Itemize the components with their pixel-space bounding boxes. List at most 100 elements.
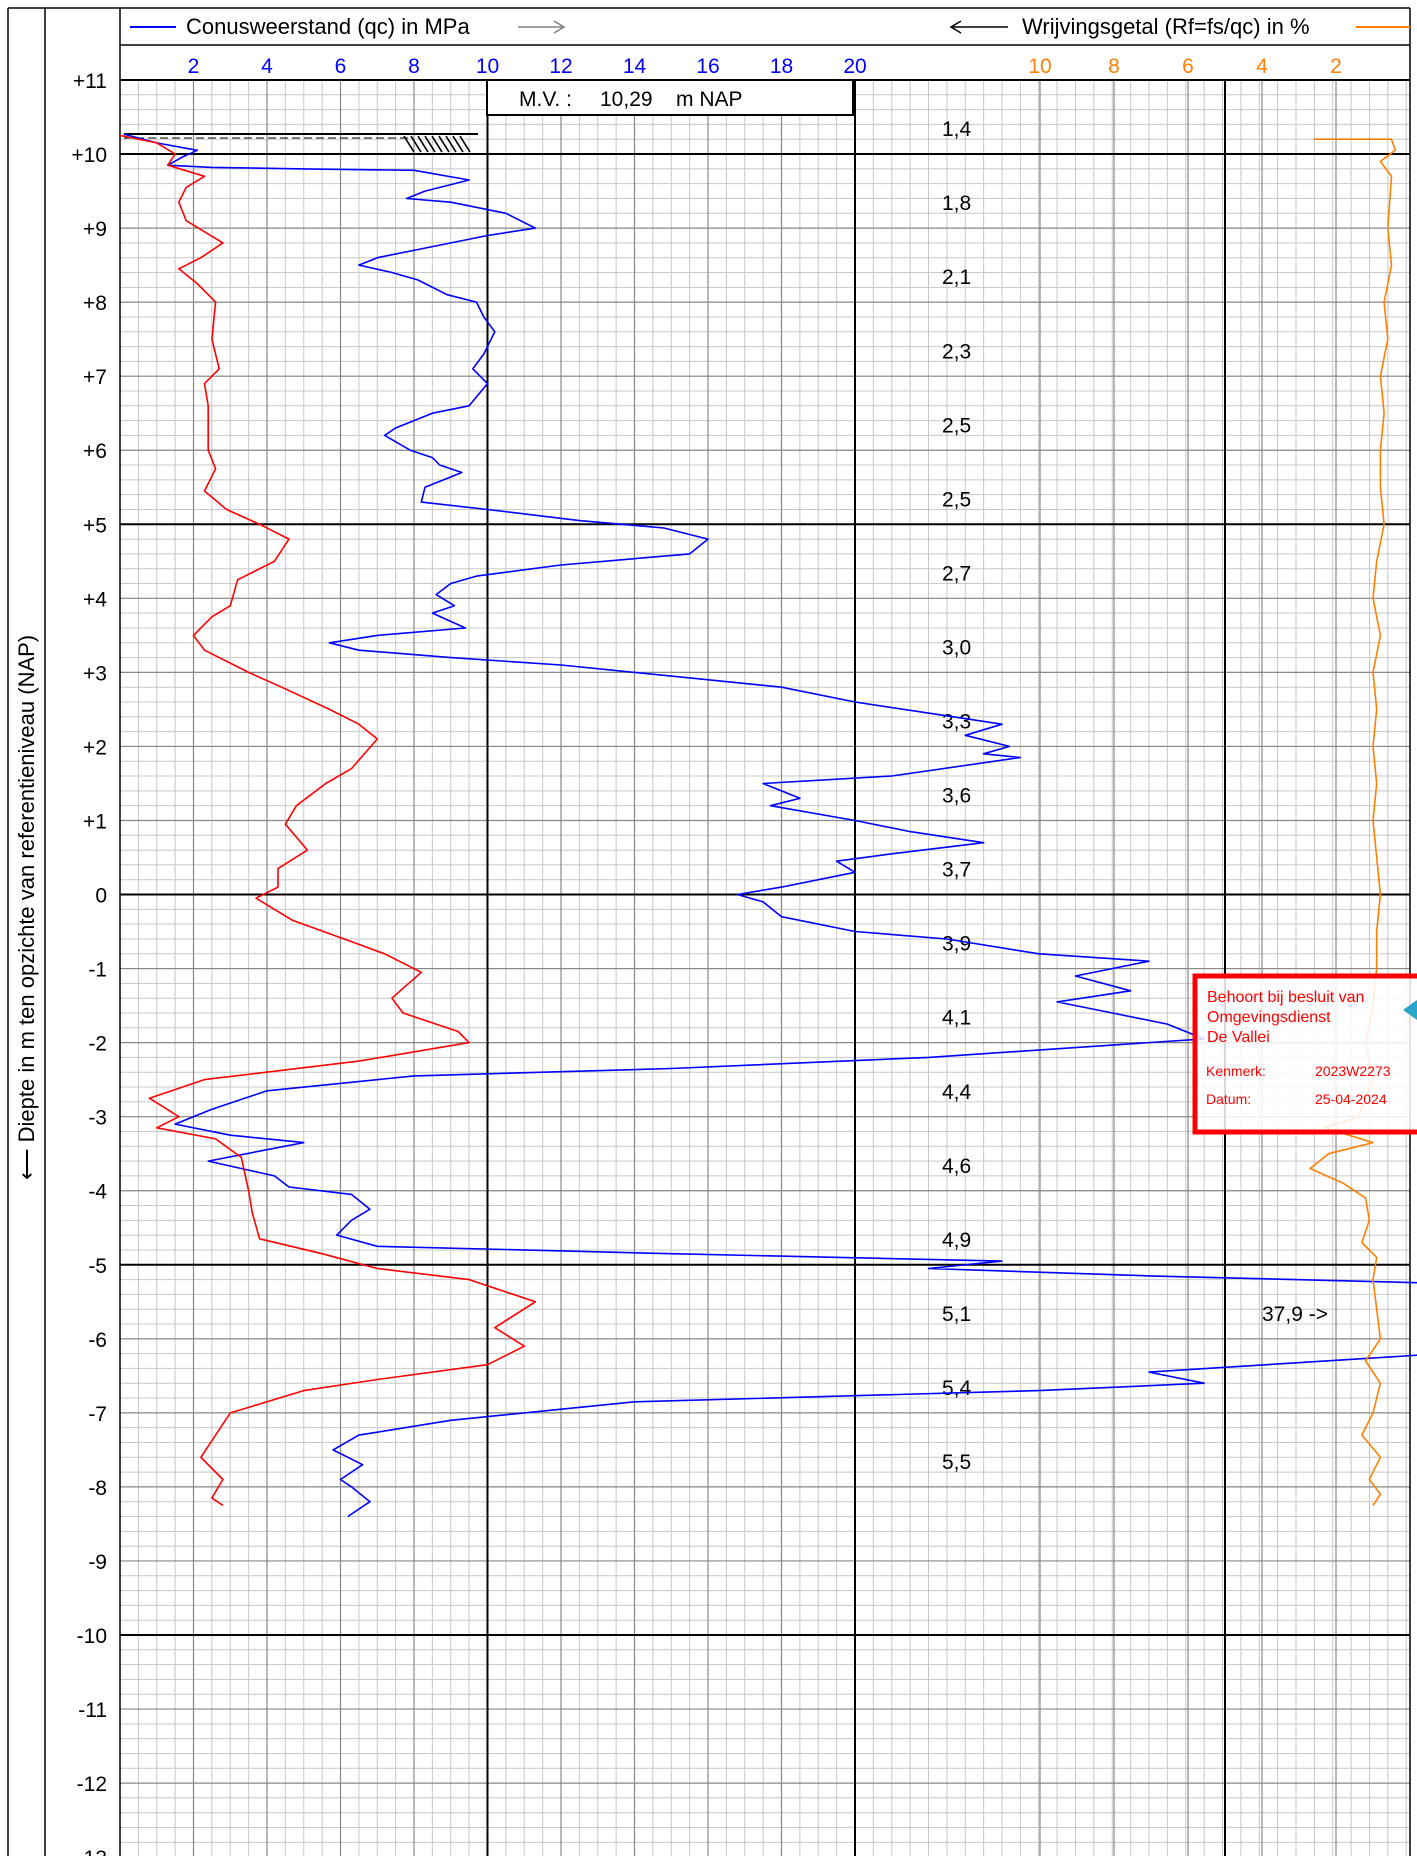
top-header: Conusweerstand (qc) in MPa Wrijvingsgeta… xyxy=(130,14,1410,39)
depth-column-label: 3,0 xyxy=(942,636,971,659)
qc-tick-label: 12 xyxy=(549,55,572,78)
stamp-line3: De Vallei xyxy=(1207,1029,1270,1046)
rf-series-line xyxy=(1309,138,1396,1506)
depth-tick-label: +6 xyxy=(83,440,107,463)
depth-column-label: 1,8 xyxy=(942,192,971,215)
rf-tick-label: 6 xyxy=(1182,55,1194,78)
hatch-mark xyxy=(424,135,436,153)
depth-tick-label: -7 xyxy=(88,1403,107,1426)
hatch-mark xyxy=(438,135,450,153)
series-lines xyxy=(119,133,1417,1518)
stamp-logo-icon xyxy=(1403,1000,1417,1020)
rf-tick-label: 4 xyxy=(1256,55,1268,78)
depth-tick-label: +7 xyxy=(83,366,107,389)
depth-column-label: 4,1 xyxy=(942,1007,971,1030)
rf-left-arrow xyxy=(949,20,1008,34)
mv-box: M.V. : 10,29 m NAP xyxy=(486,79,854,116)
mv-unit: m NAP xyxy=(676,88,743,111)
qc-tick-label: 20 xyxy=(843,55,866,78)
depth-tick-label: -4 xyxy=(88,1181,107,1204)
depth-column-label: 3,3 xyxy=(942,711,971,734)
depth-column-label: 1,4 xyxy=(942,118,972,141)
depth-axis-text: Diepte in m ten opzichte van referentien… xyxy=(14,635,39,1142)
depth-tick-label: -11 xyxy=(78,1699,107,1722)
rf-tick-label: 2 xyxy=(1330,55,1342,78)
stamp-kenmerk-label: Kenmerk: xyxy=(1206,1063,1266,1079)
depth-column-label: 3,7 xyxy=(942,859,971,882)
depth-tick-label: +11 xyxy=(73,70,107,93)
depth-tick-label: +4 xyxy=(83,588,107,611)
qc-right-arrow xyxy=(518,20,566,34)
hatch-mark xyxy=(445,135,457,153)
depth-tick-label: -8 xyxy=(88,1477,107,1500)
ground-level-marker xyxy=(124,133,478,153)
stamp-kenmerk-value: 2023W2273 xyxy=(1315,1063,1391,1079)
qc-series-line xyxy=(123,133,1417,1518)
depth-tick-label: -3 xyxy=(88,1107,107,1130)
depth-axis-ticks: +11+10+9+8+7+6+5+4+3+2+10-1-2-3-4-5-6-7-… xyxy=(71,70,107,1856)
hatch-mark xyxy=(459,135,471,153)
depth-column-label: 4,9 xyxy=(942,1229,971,1252)
depth-column-label: 5,5 xyxy=(942,1451,971,1474)
depth-column-label: 4,4 xyxy=(942,1081,972,1104)
depth-tick-label: -10 xyxy=(77,1625,107,1648)
rf-tick-label: 8 xyxy=(1108,55,1120,78)
depth-tick-label: -9 xyxy=(88,1551,107,1574)
depth-tick-label: 0 xyxy=(95,885,107,908)
depth-axis-arrow: ⟵ xyxy=(14,1142,39,1180)
depth-tick-label: +1 xyxy=(83,810,107,833)
depth-tick-label: +3 xyxy=(83,662,107,685)
depth-tick-label: +9 xyxy=(83,218,107,241)
qc-tick-label: 10 xyxy=(476,55,499,78)
rf-tick-label: 10 xyxy=(1028,55,1051,78)
hatch-mark xyxy=(431,135,443,153)
qc-tick-label: 8 xyxy=(408,55,420,78)
depth-tick-label: -6 xyxy=(88,1329,107,1352)
depth-column-label: 3,6 xyxy=(942,785,971,808)
depth-tick-label: -12 xyxy=(77,1773,107,1796)
depth-column-label: 3,9 xyxy=(942,933,971,956)
qc-tick-label: 16 xyxy=(696,55,719,78)
qc-tick-label: 4 xyxy=(261,55,273,78)
depth-tick-label: +2 xyxy=(83,736,107,759)
depth-column-label: 2,1 xyxy=(942,266,971,289)
hatch-mark xyxy=(452,135,464,153)
decision-stamp: Behoort bij besluit van Omgevingsdienst … xyxy=(1192,973,1417,1135)
stamp-datum-value: 25-04-2024 xyxy=(1315,1091,1387,1107)
depth-tick-label: -1 xyxy=(88,959,107,982)
depth-column-label: 2,3 xyxy=(942,340,971,363)
hatch-mark xyxy=(403,135,415,153)
depth-axis-label: ⟵ Diepte in m ten opzichte van referenti… xyxy=(14,635,39,1180)
stamp-line1: Behoort bij besluit van xyxy=(1207,989,1364,1006)
qc-tick-label: 2 xyxy=(188,55,200,78)
depth-column-labels: 1,4 1,8 2,1 2,3 2,5 2,5 2,7 3,0 3,3 3,6 3,7 3,9 4,1 4… xyxy=(942,118,972,1474)
depth-tick-label: +10 xyxy=(71,144,107,167)
depth-column-label: 2,5 xyxy=(942,414,971,437)
qc-tick-label: 6 xyxy=(335,55,347,78)
hatch-mark xyxy=(417,135,429,153)
qc-tick-label: 18 xyxy=(770,55,793,78)
stamp-datum-label: Datum: xyxy=(1206,1091,1251,1107)
qc-tick-label: 14 xyxy=(623,55,647,78)
rf-axis-ticks: 10 8 6 4 2 xyxy=(1028,55,1342,78)
depth-tick-label: -2 xyxy=(88,1033,107,1056)
mv-value: 10,29 xyxy=(600,88,653,111)
depth-column-label: 5,4 xyxy=(942,1377,972,1400)
depth-axis-title: ⟵ Diepte in m ten opzichte van referenti… xyxy=(14,635,39,1180)
depth-column-label: 2,7 xyxy=(942,562,971,585)
qc-axis-ticks: 2 4 6 8 10 12 14 16 18 20 xyxy=(188,55,867,78)
hatch-mark xyxy=(410,135,422,153)
depth-tick-label: +8 xyxy=(83,292,107,315)
depth-column-label: 4,6 xyxy=(942,1155,971,1178)
depth-column-label: 2,5 xyxy=(942,488,971,511)
rf-title: Wrijvingsgetal (Rf=fs/qc) in % xyxy=(1022,14,1310,39)
stamp-line2: Omgevingsdienst xyxy=(1207,1009,1331,1026)
depth-tick-label: -5 xyxy=(88,1255,107,1278)
qc-title: Conusweerstand (qc) in MPa xyxy=(186,14,470,39)
depth-tick-label: -13 xyxy=(77,1847,107,1856)
depth-tick-label: +5 xyxy=(83,514,107,537)
off-scale-note: 37,9 -> xyxy=(1262,1303,1328,1326)
chart-frame xyxy=(7,7,1411,1856)
mv-prefix: M.V. : xyxy=(519,88,572,111)
